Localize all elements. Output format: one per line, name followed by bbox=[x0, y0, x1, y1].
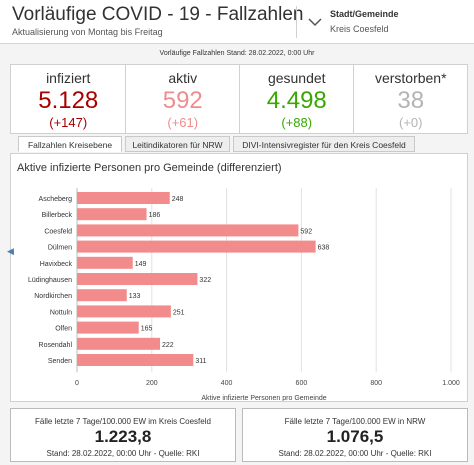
incidence-card-coesfeld: Fälle letzte 7 Tage/100.000 EW im Kreis … bbox=[10, 408, 236, 462]
bar-chart: 0 200 400 600 800 1.000 Ascheberg 248 Billerbeck… bbox=[28, 188, 460, 401]
x-tick-label: 800 bbox=[370, 380, 382, 387]
category-label: Dülmen bbox=[48, 245, 72, 252]
chevron-down-icon bbox=[308, 18, 322, 27]
card-delta: (+88) bbox=[281, 115, 313, 130]
data-label: 248 bbox=[172, 196, 184, 203]
incidence-stand: Stand: 28.02.2022, 00:00 Uhr - Quelle: R… bbox=[278, 449, 432, 458]
bar bbox=[77, 192, 170, 204]
card-label: infiziert bbox=[46, 70, 91, 86]
incidence-stand: Stand: 28.02.2022, 00:00 Uhr - Quelle: R… bbox=[46, 449, 200, 458]
bar bbox=[77, 240, 316, 253]
bar bbox=[77, 337, 161, 350]
data-label: 186 bbox=[149, 212, 161, 219]
data-label: 251 bbox=[173, 309, 185, 316]
category-label: Havixbeck bbox=[40, 261, 73, 268]
category-label: Nottuln bbox=[50, 309, 72, 316]
x-tick-label: 400 bbox=[221, 380, 233, 387]
bar bbox=[77, 208, 147, 221]
card-delta: (+61) bbox=[167, 115, 199, 130]
municipality-dropdown[interactable]: Stadt/Gemeinde Kreis Coesfeld bbox=[300, 4, 470, 40]
data-label: 133 bbox=[129, 293, 141, 300]
card-value: 38 bbox=[397, 87, 425, 114]
incidence-card-nrw: Fälle letzte 7 Tage/100.000 EW in NRW 1.… bbox=[242, 408, 468, 462]
bar bbox=[77, 305, 171, 318]
card-label: verstorben* bbox=[374, 70, 447, 86]
bar bbox=[77, 354, 194, 366]
card-label: aktiv bbox=[168, 70, 198, 86]
card-value: 5.128 bbox=[38, 87, 99, 114]
dropdown-label: Stadt/Gemeinde bbox=[330, 9, 399, 19]
tab-leitindikatoren-nrw[interactable]: Leitindikatoren für NRW bbox=[125, 136, 230, 152]
bar bbox=[77, 289, 127, 302]
bar bbox=[77, 224, 299, 237]
tab-fallzahlen-kreisebene[interactable]: Fallzahlen Kreisebene bbox=[18, 136, 122, 152]
category-label: Ascheberg bbox=[39, 196, 73, 203]
data-label: 322 bbox=[199, 277, 211, 284]
header-divider bbox=[296, 6, 297, 38]
x-tick-label: 1.000 bbox=[442, 380, 460, 387]
header-bar: Vorläufige COVID - 19 - Fallzahlen Aktua… bbox=[0, 0, 474, 44]
category-label: Nordkirchen bbox=[34, 293, 72, 300]
card-aktiv: aktiv 592 (+61) bbox=[125, 65, 240, 133]
category-label: Senden bbox=[48, 358, 72, 365]
stat-cards: infiziert 5.128 (+147) aktiv 592 (+61) g… bbox=[10, 64, 468, 134]
dropdown-value: Kreis Coesfeld bbox=[330, 24, 389, 34]
x-axis-label: Aktive infizierte Personen pro Gemeinde bbox=[201, 395, 326, 401]
category-label: Billerbeck bbox=[42, 212, 73, 219]
card-value: 4.498 bbox=[266, 87, 327, 114]
card-value: 592 bbox=[162, 87, 203, 114]
page-subtitle: Aktualisierung von Montag bis Freitag bbox=[12, 27, 163, 37]
tab-bar: Fallzahlen Kreisebene Leitindikatoren fü… bbox=[10, 135, 468, 153]
category-label: Coesfeld bbox=[44, 228, 72, 235]
card-delta: (+0) bbox=[399, 115, 423, 130]
data-label: 222 bbox=[162, 342, 174, 349]
data-label: 165 bbox=[141, 326, 153, 333]
x-tick-label: 0 bbox=[75, 380, 79, 387]
card-gesundet: gesundet 4.498 (+88) bbox=[239, 65, 354, 133]
incidence-value: 1.076,5 bbox=[326, 427, 384, 446]
card-label: gesundet bbox=[267, 70, 326, 86]
card-delta: (+147) bbox=[49, 115, 88, 130]
data-label: 311 bbox=[195, 358, 206, 365]
data-label: 638 bbox=[318, 245, 330, 252]
chart-title: Aktive infizierte Personen pro Gemeinde … bbox=[17, 162, 282, 174]
incidence-label: Fälle letzte 7 Tage/100.000 EW im Kreis … bbox=[35, 417, 211, 426]
incidence-value: 1.223,8 bbox=[94, 427, 152, 446]
tab-divi-intensivregister[interactable]: DIVI-Intensivregister für den Kreis Coes… bbox=[233, 136, 415, 152]
x-tick-label: 600 bbox=[296, 380, 308, 387]
bar bbox=[77, 321, 139, 334]
bar bbox=[77, 256, 133, 269]
data-label: 149 bbox=[135, 261, 147, 268]
collapse-arrow-icon[interactable]: ◀ bbox=[7, 246, 14, 256]
incidence-label: Fälle letzte 7 Tage/100.000 EW in NRW bbox=[284, 417, 426, 426]
chart-panel: Aktive infizierte Personen pro Gemeinde … bbox=[7, 153, 468, 402]
category-label: Rosendahl bbox=[39, 342, 73, 349]
category-label: Lüdinghausen bbox=[28, 277, 72, 284]
card-verstorben: verstorben* 38 (+0) bbox=[353, 65, 468, 133]
data-label: 592 bbox=[300, 228, 312, 235]
x-tick-label: 200 bbox=[146, 380, 158, 387]
page-title: Vorläufige COVID - 19 - Fallzahlen bbox=[12, 4, 304, 25]
stand-bar: Vorläufige Fallzahlen Stand: 28.02.2022,… bbox=[0, 44, 474, 64]
category-label: Olfen bbox=[55, 326, 72, 333]
bar bbox=[77, 273, 198, 285]
card-infiziert: infiziert 5.128 (+147) bbox=[11, 65, 126, 133]
